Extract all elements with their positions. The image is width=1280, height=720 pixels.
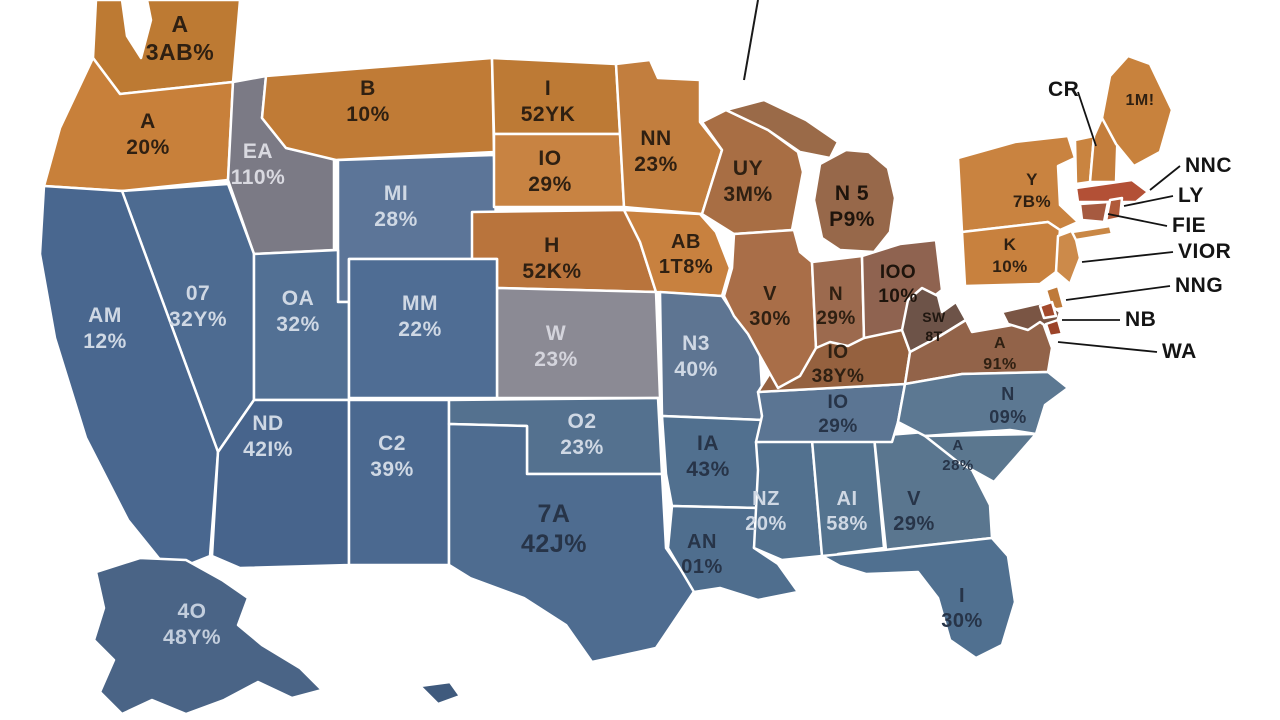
state-label-nc: N 09% <box>989 384 1027 427</box>
map-region-ct <box>1078 200 1110 224</box>
state-label-me: 1M! <box>1125 92 1154 109</box>
map-region-mi <box>812 148 897 254</box>
state-label-la: AN 01% <box>681 531 723 578</box>
map-region-co <box>347 257 499 400</box>
state-label-id: EA 110% <box>231 140 286 189</box>
state-label-al: AI 58% <box>826 488 868 535</box>
state-label-ak: 4O 48Y% <box>163 600 221 649</box>
map-region-ks <box>495 286 662 400</box>
state-label-nv: 07 32Y% <box>169 282 227 331</box>
state-label-il: V 30% <box>749 283 791 330</box>
callout-label-wa: WA <box>1162 340 1197 363</box>
state-label-nm: C2 39% <box>370 432 414 481</box>
state-label-ky: IO 38Y% <box>812 342 865 387</box>
state-label-ca: AM 12% <box>83 304 127 353</box>
map-region-miup <box>724 98 840 160</box>
state-label-sc: A 28% <box>942 437 974 474</box>
state-label-nd: I 52YK <box>521 77 576 126</box>
map-region-nc <box>896 370 1070 438</box>
callout-leader-line-c5 <box>1081 251 1174 263</box>
map-region-sd <box>492 132 626 209</box>
state-label-wa: A 3AB% <box>146 11 214 65</box>
callout-label-nb: NB <box>1125 308 1156 331</box>
callout-label-nng: NNG <box>1175 274 1223 297</box>
state-label-mo: N3 40% <box>674 332 718 381</box>
map-region-isl1 <box>418 680 462 706</box>
callout-label-nnc: NNC <box>1185 154 1232 177</box>
state-label-ny: Y 7B% <box>1013 170 1051 211</box>
state-label-ut: OA 32% <box>276 287 320 336</box>
map-region-ia <box>622 208 732 298</box>
state-label-wi: UY 3M% <box>723 157 772 206</box>
state-label-ia: AB 1T8% <box>659 231 713 278</box>
state-label-co: MM 22% <box>398 292 442 341</box>
state-label-ne: H 52K% <box>522 234 581 283</box>
state-label-ms: NZ 20% <box>745 488 787 535</box>
state-label-pa: K 10% <box>992 235 1028 276</box>
map-region-ma <box>1074 178 1150 204</box>
callout-leader-line-c3 <box>1123 195 1174 207</box>
state-label-mt: B 10% <box>346 77 390 126</box>
map-region-ches1 <box>1038 300 1058 320</box>
callout-label-cr: CR <box>1048 78 1079 101</box>
map-region-ches2 <box>1044 318 1064 338</box>
state-label-oh: IOO 10% <box>878 262 918 307</box>
map-region-pa <box>960 220 1062 288</box>
state-label-tx: 7A 42J% <box>521 500 587 558</box>
state-label-fl: I 30% <box>941 585 983 632</box>
map-region-li <box>1070 224 1114 242</box>
map-region-me <box>1100 54 1174 168</box>
map-region-tx <box>447 422 697 664</box>
border-artifact-line-0 <box>743 0 759 81</box>
state-label-ks: W 23% <box>534 322 578 371</box>
callout-leader-line-c4 <box>1107 213 1168 227</box>
state-label-tn: IO 29% <box>818 392 858 437</box>
callout-leader-line-c8 <box>1057 341 1158 353</box>
map-region-ak <box>92 556 324 716</box>
map-region-ny <box>956 134 1080 234</box>
state-label-ok: O2 23% <box>560 410 604 459</box>
state-label-va: A 91% <box>983 335 1017 373</box>
callout-label-fie: FIE <box>1172 214 1206 237</box>
state-label-az: ND 42I% <box>243 412 293 461</box>
callout-label-vior: VIOR <box>1178 240 1231 263</box>
callout-leader-line-c6 <box>1065 285 1171 301</box>
state-label-mn: NN 23% <box>634 127 678 176</box>
state-label-in: N 29% <box>816 284 856 329</box>
state-label-ar: IA 43% <box>686 432 730 481</box>
state-label-mi: N 5 P9% <box>829 182 875 231</box>
state-label-wy: MI 28% <box>374 182 418 231</box>
state-label-or: A 20% <box>126 110 170 159</box>
map-region-sc <box>923 432 1038 484</box>
map-region-nm <box>347 398 451 567</box>
state-label-wv: SW 8T <box>922 309 946 344</box>
state-label-ga: V 29% <box>893 488 935 535</box>
state-label-sd: IO 29% <box>528 147 572 196</box>
map-region-fl <box>820 536 1017 660</box>
callout-label-ly: LY <box>1178 184 1204 207</box>
callout-leader-line-c1 <box>1077 91 1097 147</box>
map-region-ca <box>38 184 220 574</box>
callout-leader-line-c2 <box>1149 165 1181 191</box>
map-region-il <box>722 228 818 390</box>
